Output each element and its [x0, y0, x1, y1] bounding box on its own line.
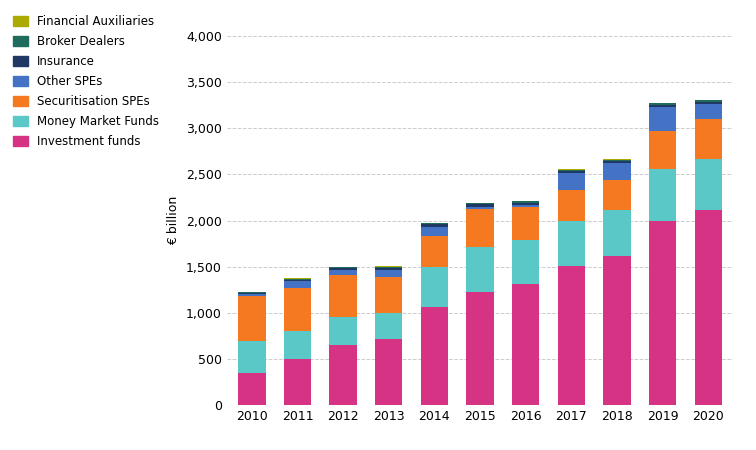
Bar	[330, 345, 357, 405]
Bar	[649, 104, 677, 105]
Bar	[649, 103, 677, 104]
Bar	[558, 266, 585, 405]
Bar	[649, 169, 677, 220]
Bar	[466, 202, 494, 203]
Bar	[512, 205, 539, 207]
Bar	[421, 307, 448, 405]
Bar	[466, 207, 494, 208]
Bar	[421, 266, 448, 307]
Bar	[330, 267, 357, 268]
Bar	[512, 284, 539, 405]
Bar	[238, 293, 265, 294]
Bar	[330, 268, 357, 270]
Bar	[375, 338, 402, 405]
Bar	[512, 201, 539, 202]
Bar	[375, 266, 402, 268]
Bar	[375, 268, 402, 270]
Bar	[375, 313, 402, 338]
Y-axis label: € billion: € billion	[168, 196, 181, 245]
Bar	[330, 266, 357, 267]
Bar	[695, 102, 722, 104]
Bar	[238, 296, 265, 342]
Bar	[284, 278, 311, 279]
Bar	[512, 240, 539, 284]
Bar	[603, 256, 631, 405]
Bar	[695, 119, 722, 159]
Bar	[330, 270, 357, 275]
Bar	[466, 247, 494, 292]
Bar	[466, 203, 494, 204]
Bar	[421, 223, 448, 224]
Bar	[695, 159, 722, 210]
Bar	[558, 170, 585, 171]
Legend: Financial Auxiliaries, Broker Dealers, Insurance, Other SPEs, Securitisation SPE: Financial Auxiliaries, Broker Dealers, I…	[14, 15, 159, 148]
Bar	[603, 160, 631, 161]
Bar	[649, 220, 677, 405]
Bar	[284, 288, 311, 331]
Bar	[375, 270, 402, 277]
Bar	[649, 107, 677, 131]
Bar	[558, 171, 585, 173]
Bar	[238, 294, 265, 296]
Bar	[421, 224, 448, 227]
Bar	[238, 292, 265, 293]
Bar	[466, 208, 494, 247]
Bar	[695, 99, 722, 100]
Bar	[466, 292, 494, 405]
Bar	[558, 169, 585, 170]
Bar	[512, 207, 539, 240]
Bar	[603, 180, 631, 210]
Bar	[421, 227, 448, 236]
Bar	[284, 359, 311, 405]
Bar	[603, 210, 631, 256]
Bar	[375, 277, 402, 313]
Bar	[695, 100, 722, 102]
Bar	[284, 281, 311, 288]
Bar	[238, 373, 265, 405]
Bar	[558, 220, 585, 266]
Bar	[603, 159, 631, 160]
Bar	[603, 163, 631, 180]
Bar	[649, 105, 677, 107]
Bar	[695, 104, 722, 119]
Bar	[421, 236, 448, 266]
Bar	[330, 317, 357, 345]
Bar	[695, 210, 722, 405]
Bar	[558, 173, 585, 190]
Bar	[603, 161, 631, 163]
Bar	[649, 131, 677, 169]
Bar	[558, 190, 585, 220]
Bar	[238, 342, 265, 373]
Bar	[284, 279, 311, 281]
Bar	[330, 275, 357, 317]
Bar	[284, 331, 311, 359]
Bar	[512, 202, 539, 205]
Bar	[466, 204, 494, 207]
